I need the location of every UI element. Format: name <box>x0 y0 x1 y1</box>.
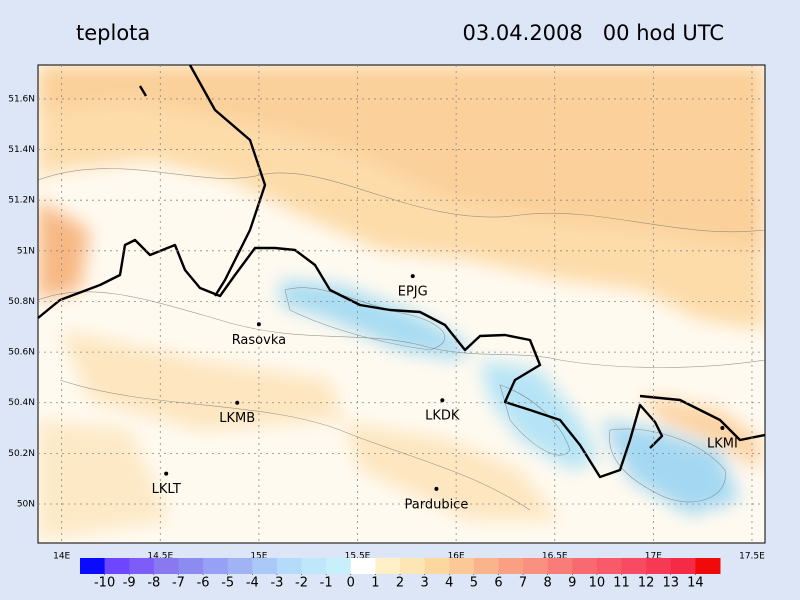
station-label: EPJG <box>398 285 428 300</box>
station-dot <box>434 486 439 491</box>
colorbar-box <box>621 558 647 574</box>
colorbar-box <box>153 558 179 574</box>
colorbar-box <box>104 558 130 574</box>
colorbar-label: -1 <box>320 576 333 591</box>
temperature-field <box>38 65 765 543</box>
colorbar-label: 10 <box>589 576 606 591</box>
colorbar-label: 4 <box>445 576 453 591</box>
colorbar-box <box>473 558 499 574</box>
x-tick-label: 14E <box>53 552 70 562</box>
colorbar-box <box>178 558 204 574</box>
x-tick-label: 15E <box>250 552 267 562</box>
y-tick-label: 50.2N <box>8 449 35 459</box>
colorbar-label: -8 <box>147 576 160 591</box>
title: teplota <box>76 21 150 45</box>
colorbar-box <box>80 558 106 574</box>
colorbar-box <box>276 558 303 574</box>
subtitle: 03.04.2008 00 hod UTC <box>463 21 724 45</box>
colorbar-box <box>498 558 524 574</box>
borders <box>38 65 765 479</box>
colorbar-box <box>523 558 549 574</box>
station-dot <box>235 400 240 405</box>
colorbar-box <box>350 558 376 574</box>
station-dot <box>410 274 415 279</box>
station-label: LKDK <box>425 409 460 424</box>
colorbar-label: 1 <box>371 576 379 591</box>
colorbar-box <box>375 558 401 574</box>
map-frame <box>37 64 766 544</box>
field-shading <box>38 65 765 540</box>
colorbar-box <box>424 558 450 574</box>
colorbar-box <box>129 558 155 574</box>
colorbar-box <box>203 558 229 574</box>
colorbar-label: 0 <box>347 576 355 591</box>
colorbar-label: 3 <box>420 576 428 591</box>
colorbar-label: -6 <box>197 576 210 591</box>
y-tick-label: 50N <box>17 500 35 510</box>
x-tick-label: 17.5E <box>739 552 765 562</box>
x-tick-label: 16E <box>448 552 465 562</box>
station-label: Rasovka <box>232 333 286 348</box>
station-label: LKMI <box>707 437 738 452</box>
colorbar-box <box>547 558 573 574</box>
colorbar-box <box>596 558 623 574</box>
station-label: LKMB <box>219 411 255 426</box>
y-tick-label: 51.6N <box>8 94 35 104</box>
colorbar-label: 2 <box>396 576 404 591</box>
colorbar-box <box>646 558 672 574</box>
x-tick-label: 15.5E <box>345 552 371 562</box>
station-dot <box>164 471 169 476</box>
colorbar-label: -7 <box>172 576 185 591</box>
y-tick-label: 50.4N <box>8 398 35 408</box>
y-tick-label: 51.2N <box>8 196 35 206</box>
colorbar-box <box>670 558 696 574</box>
colorbar-label: -4 <box>246 576 259 591</box>
colorbar-label: 11 <box>613 576 630 591</box>
colorbar-label: 13 <box>662 576 679 591</box>
colorbar-box <box>400 558 426 574</box>
station-dot <box>440 398 445 403</box>
station-label: LKLT <box>152 482 181 497</box>
colorbar-label: -10 <box>94 576 115 591</box>
colorbar-label: 9 <box>568 576 576 591</box>
station-dot <box>256 322 261 327</box>
colorbar-box <box>449 558 475 574</box>
colorbar-box <box>695 558 721 574</box>
colorbar-box <box>252 558 278 574</box>
colorbar-label: 12 <box>638 576 655 591</box>
colorbar-label: -3 <box>270 576 283 591</box>
y-tick-label: 51.4N <box>8 145 35 155</box>
y-tick-label: 50.6N <box>8 348 35 358</box>
x-tick-label: 16.5E <box>542 552 568 562</box>
station-label: Pardubice <box>404 497 468 512</box>
y-tick-label: 50.8N <box>8 297 35 307</box>
colorbar-label: 5 <box>470 576 478 591</box>
colorbar-label: 14 <box>687 576 704 591</box>
colorbar-box <box>227 558 253 574</box>
station-dot <box>720 426 725 431</box>
colorbar-label: 8 <box>544 576 552 591</box>
colorbar-label: 7 <box>519 576 527 591</box>
colorbar-label: -5 <box>221 576 234 591</box>
y-tick-label: 51N <box>17 246 35 256</box>
colorbar-box <box>301 558 327 574</box>
colorbar-label: -2 <box>295 576 308 591</box>
colorbar-box <box>572 558 598 574</box>
colorbar-box <box>326 558 352 574</box>
colorbar-label: 6 <box>494 576 502 591</box>
x-tick-label: 14.5E <box>147 552 173 562</box>
x-tick-label: 17E <box>645 552 662 562</box>
colorbar-label: -9 <box>123 576 136 591</box>
